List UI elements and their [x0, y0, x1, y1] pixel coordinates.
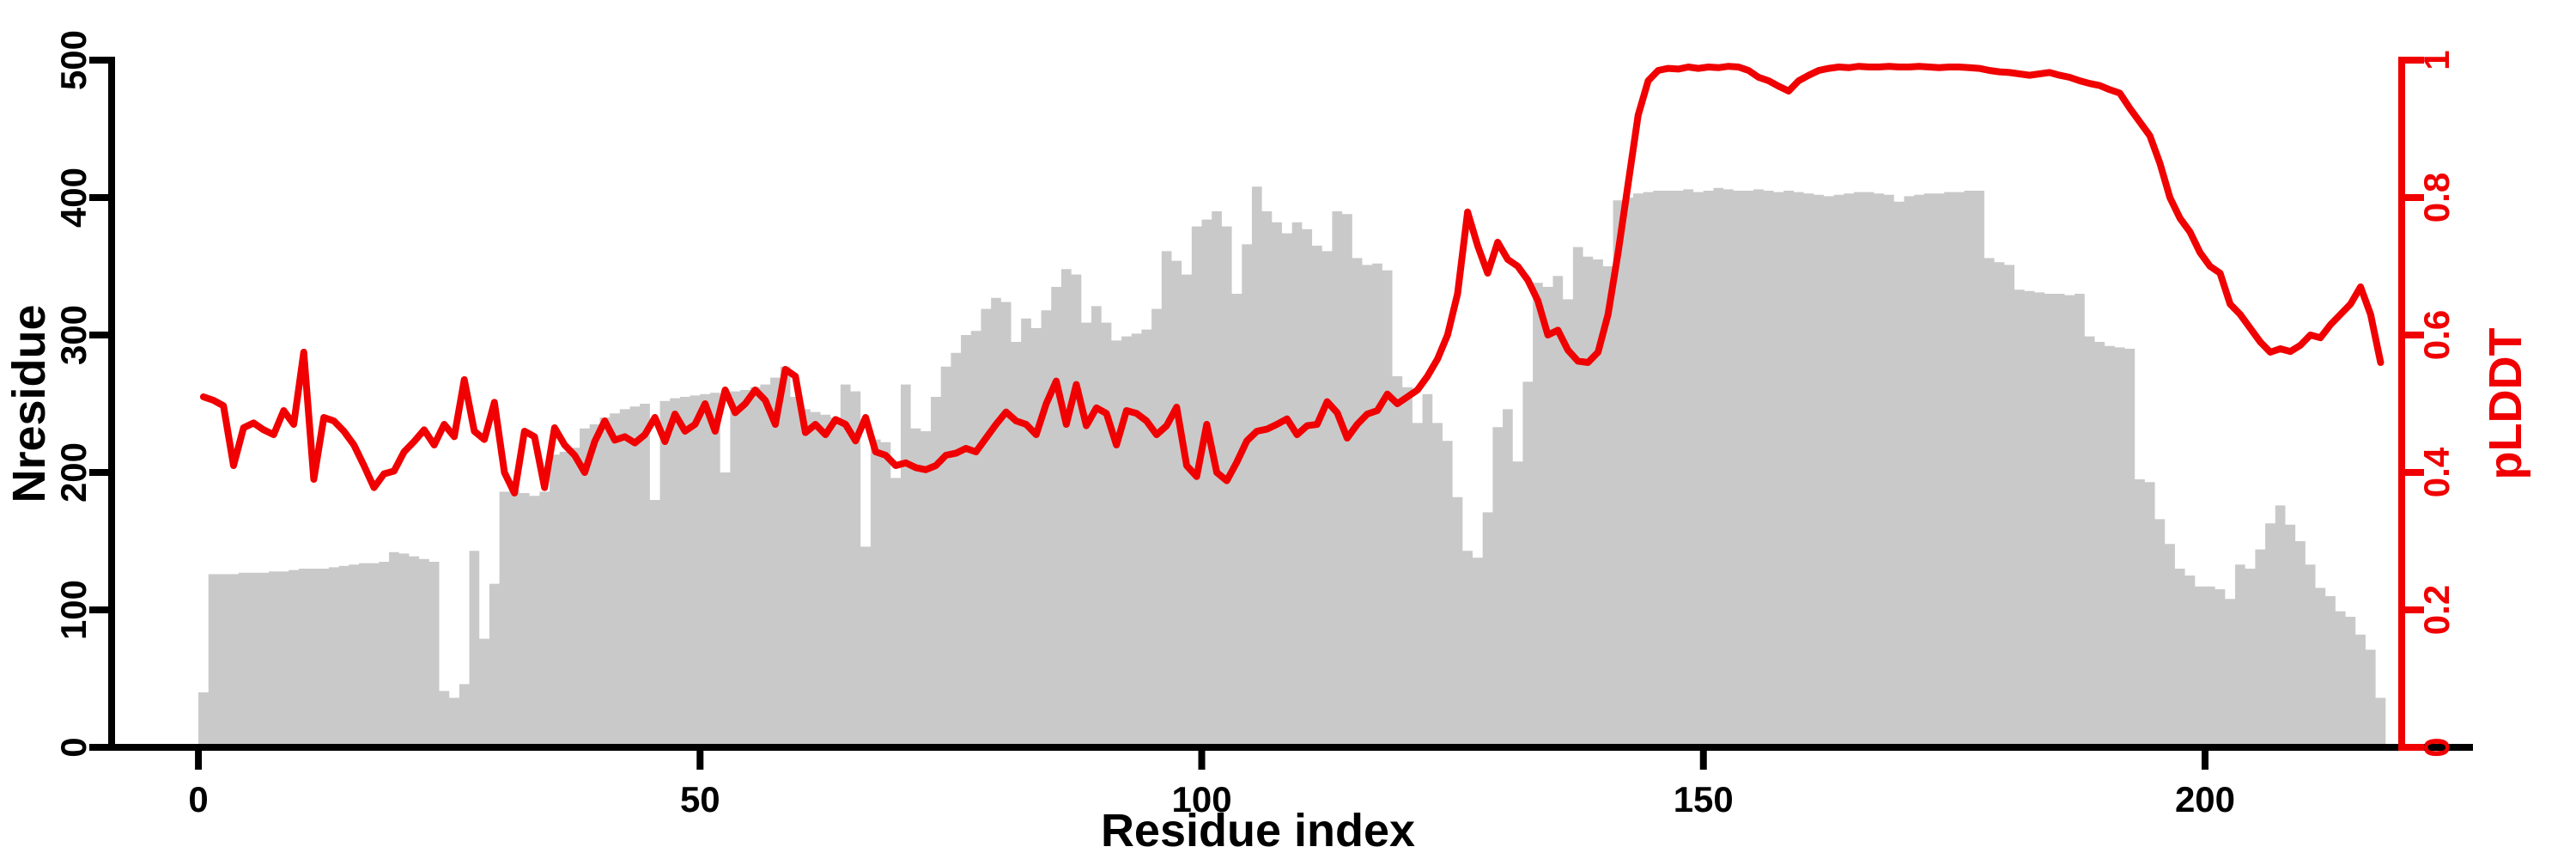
right-tick-label: 0.6	[2416, 310, 2457, 360]
left-tick-label: 0	[53, 737, 94, 757]
right-axis: 0 0.2 0.4 0.6 0.8 1	[2398, 50, 2457, 758]
x-axis-title: Residue index	[1101, 805, 1415, 856]
x-tick-label: 50	[680, 779, 720, 819]
nresidue-area	[198, 186, 2386, 747]
right-tick-label: 0	[2416, 737, 2457, 757]
right-axis-title: pLDDT	[2480, 328, 2531, 480]
right-tick-label: 0.4	[2416, 447, 2457, 497]
left-tick-label: 200	[53, 442, 94, 503]
left-tick-label: 100	[53, 580, 94, 640]
left-tick-label: 500	[53, 30, 94, 90]
x-axis: 0 50 100 150 200	[108, 744, 2473, 819]
left-axis: 0 100 200 300 400 500	[53, 30, 115, 758]
left-tick-label: 300	[53, 305, 94, 365]
plddt-line	[199, 63, 2385, 497]
x-tick-label: 200	[2175, 779, 2235, 819]
right-tick-label: 0.2	[2416, 585, 2457, 635]
x-tick-label: 150	[1674, 779, 1734, 819]
plddt-curve	[199, 63, 2385, 497]
x-tick-label: 100	[1171, 779, 1231, 819]
left-tick-label: 400	[53, 168, 94, 228]
right-tick-label: 1	[2416, 50, 2457, 70]
left-axis-title: Nresidue	[3, 304, 55, 503]
right-tick-label: 0.8	[2416, 173, 2457, 222]
nresidue-bars	[198, 186, 2386, 747]
x-tick-label: 0	[188, 779, 208, 819]
